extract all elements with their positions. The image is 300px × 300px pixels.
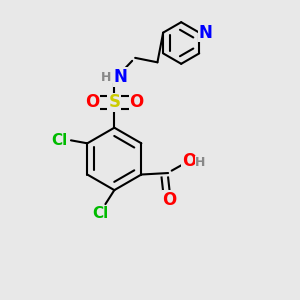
- Text: O: O: [182, 152, 196, 170]
- Text: H: H: [101, 71, 111, 84]
- Text: Cl: Cl: [92, 206, 108, 221]
- Text: N: N: [199, 24, 213, 42]
- Text: N: N: [113, 68, 127, 86]
- Text: O: O: [163, 191, 177, 209]
- Text: S: S: [108, 93, 120, 111]
- Text: O: O: [130, 93, 144, 111]
- Text: H: H: [195, 156, 206, 169]
- Text: Cl: Cl: [52, 133, 68, 148]
- Text: O: O: [85, 93, 99, 111]
